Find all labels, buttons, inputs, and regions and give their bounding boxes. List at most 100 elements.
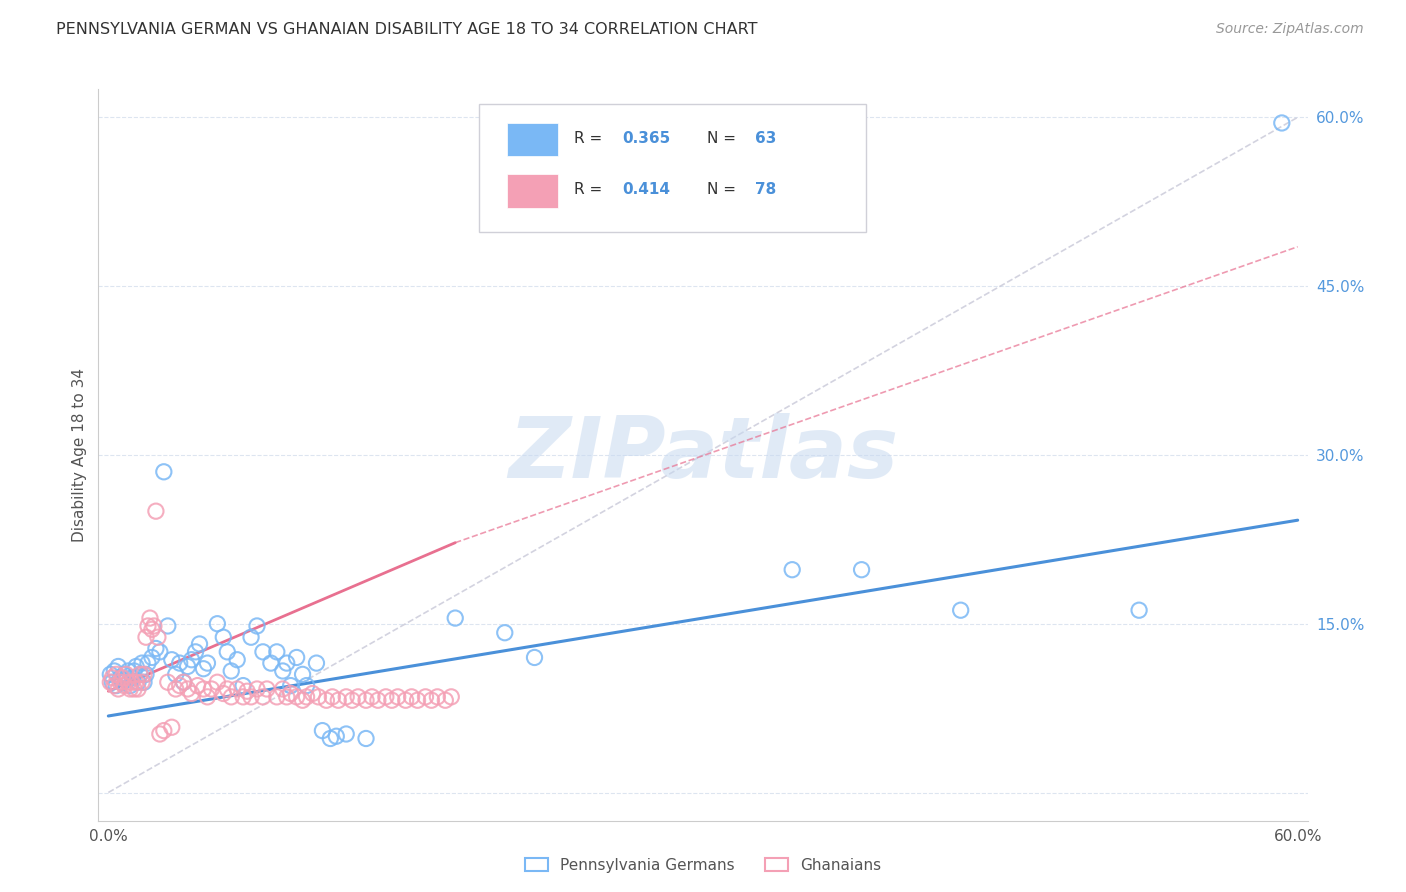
Point: [381, 693, 404, 707]
Point: [169, 679, 191, 693]
Text: 63: 63: [755, 131, 776, 145]
Point: [291, 667, 314, 681]
Point: [295, 690, 318, 704]
Point: [301, 686, 323, 700]
Point: [141, 650, 163, 665]
Point: [434, 693, 457, 707]
Point: [197, 690, 219, 704]
Point: [523, 650, 546, 665]
Point: [142, 619, 165, 633]
Point: [252, 645, 274, 659]
Point: [335, 690, 357, 704]
FancyBboxPatch shape: [479, 103, 866, 232]
Text: 0.365: 0.365: [621, 131, 671, 145]
Point: [160, 653, 183, 667]
Point: [219, 690, 242, 704]
Point: [494, 625, 516, 640]
Point: [141, 623, 163, 637]
Point: [112, 679, 135, 693]
Text: N =: N =: [707, 182, 741, 197]
Point: [193, 681, 215, 696]
Text: R =: R =: [574, 131, 607, 145]
Point: [115, 667, 138, 681]
Point: [173, 675, 195, 690]
Point: [145, 641, 167, 656]
Point: [315, 693, 337, 707]
Point: [149, 727, 172, 741]
Point: [347, 690, 370, 704]
Point: [420, 693, 443, 707]
Point: [246, 681, 269, 696]
Text: Source: ZipAtlas.com: Source: ZipAtlas.com: [1216, 22, 1364, 37]
Point: [110, 675, 132, 690]
Point: [949, 603, 972, 617]
Point: [325, 729, 347, 743]
Point: [285, 690, 308, 704]
Point: [180, 653, 202, 667]
Point: [129, 667, 152, 681]
Point: [276, 656, 298, 670]
Point: [1271, 116, 1294, 130]
Point: [176, 659, 198, 673]
Point: [165, 681, 187, 696]
Point: [440, 690, 463, 704]
Point: [117, 664, 139, 678]
Point: [176, 681, 198, 696]
Point: [98, 667, 121, 681]
Point: [131, 656, 153, 670]
Point: [132, 667, 155, 681]
Point: [415, 690, 437, 704]
Point: [311, 723, 333, 738]
Point: [374, 690, 396, 704]
Point: [156, 675, 179, 690]
Point: [107, 659, 129, 673]
Point: [232, 679, 254, 693]
Point: [111, 675, 134, 690]
Point: [186, 679, 208, 693]
Point: [780, 563, 803, 577]
Point: [252, 690, 274, 704]
Point: [212, 686, 235, 700]
Text: 0.414: 0.414: [621, 182, 671, 197]
Point: [217, 645, 239, 659]
Point: [135, 630, 157, 644]
Point: [232, 690, 254, 704]
Point: [135, 667, 157, 681]
Point: [129, 667, 152, 681]
Text: PENNSYLVANIA GERMAN VS GHANAIAN DISABILITY AGE 18 TO 34 CORRELATION CHART: PENNSYLVANIA GERMAN VS GHANAIAN DISABILI…: [56, 22, 758, 37]
Point: [401, 690, 423, 704]
Point: [180, 686, 202, 700]
Point: [110, 671, 132, 685]
Point: [197, 656, 219, 670]
Point: [240, 690, 263, 704]
Point: [307, 690, 329, 704]
Point: [98, 675, 121, 690]
Point: [226, 681, 249, 696]
Point: [136, 656, 159, 670]
Point: [367, 693, 389, 707]
Point: [132, 675, 155, 690]
Point: [169, 656, 191, 670]
Text: R =: R =: [574, 182, 607, 197]
Point: [127, 675, 149, 690]
Point: [184, 645, 207, 659]
Point: [146, 630, 169, 644]
Point: [101, 671, 124, 685]
Point: [122, 664, 145, 678]
Point: [101, 675, 124, 690]
Point: [149, 645, 172, 659]
Point: [207, 616, 229, 631]
Point: [256, 681, 278, 696]
Point: [328, 693, 350, 707]
Point: [121, 671, 143, 685]
Point: [271, 664, 294, 678]
Point: [236, 684, 259, 698]
Text: ZIPatlas: ZIPatlas: [508, 413, 898, 497]
Point: [200, 681, 222, 696]
Point: [188, 637, 211, 651]
Point: [226, 653, 249, 667]
Point: [305, 656, 328, 670]
Point: [280, 686, 302, 700]
Point: [395, 693, 418, 707]
Point: [354, 731, 377, 746]
